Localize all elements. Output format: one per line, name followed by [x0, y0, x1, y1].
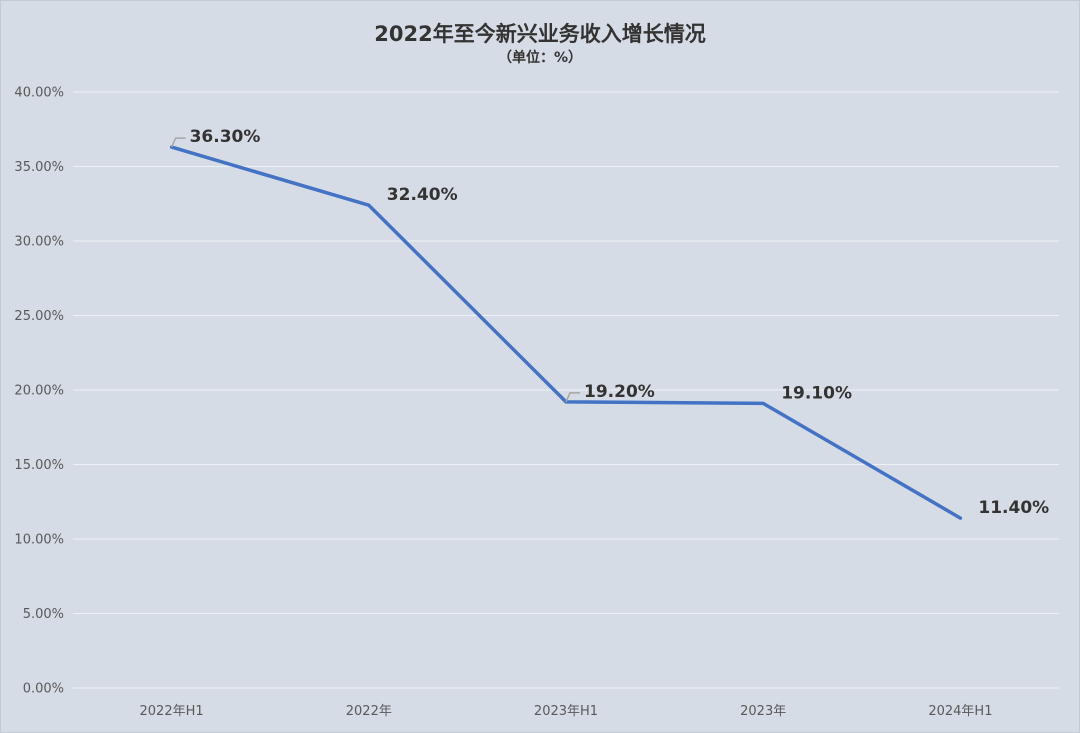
- x-tick-label: 2023年: [740, 704, 786, 719]
- gridlines: [73, 91, 1059, 689]
- data-label: 32.40%: [387, 185, 458, 205]
- chart-title: 2022年至今新兴业务收入增长情况: [374, 22, 706, 46]
- data-point: [958, 516, 962, 520]
- y-tick-label: 30.00%: [14, 235, 64, 250]
- y-tick-label: 10.00%: [14, 533, 64, 548]
- data-label: 11.40%: [978, 498, 1049, 518]
- data-point: [761, 401, 765, 405]
- data-label: 19.20%: [584, 382, 655, 402]
- data-label: 19.10%: [781, 383, 852, 403]
- y-tick-label: 0.00%: [23, 682, 64, 697]
- label-leader-line: [565, 392, 580, 403]
- x-axis-ticks: 2022年H1 2022年 2023年H1 2023年 2024年H1: [140, 704, 993, 719]
- y-tick-label: 25.00%: [14, 309, 64, 324]
- x-tick-label: 2024年H1: [928, 704, 992, 719]
- y-tick-label: 15.00%: [14, 458, 64, 473]
- series-line: [169, 145, 963, 520]
- y-tick-label: 20.00%: [14, 384, 64, 399]
- x-tick-label: 2023年H1: [534, 704, 598, 719]
- data-label: 36.30%: [190, 127, 261, 147]
- label-leader-line: [170, 137, 186, 148]
- y-tick-label: 5.00%: [23, 607, 64, 622]
- data-labels: 36.30% 32.40% 19.20% 19.10% 11.40%: [170, 127, 1049, 518]
- y-axis-ticks: 0.00% 5.00% 10.00% 15.00% 20.00% 25.00% 30.00%…: [14, 86, 64, 697]
- chart-subtitle: （单位：%）: [497, 50, 583, 66]
- y-tick-label: 35.00%: [14, 160, 64, 175]
- series: [169, 145, 963, 520]
- data-point: [367, 203, 371, 207]
- x-tick-label: 2022年: [346, 704, 392, 719]
- x-tick-label: 2022年H1: [140, 704, 204, 719]
- y-tick-label: 40.00%: [14, 86, 64, 101]
